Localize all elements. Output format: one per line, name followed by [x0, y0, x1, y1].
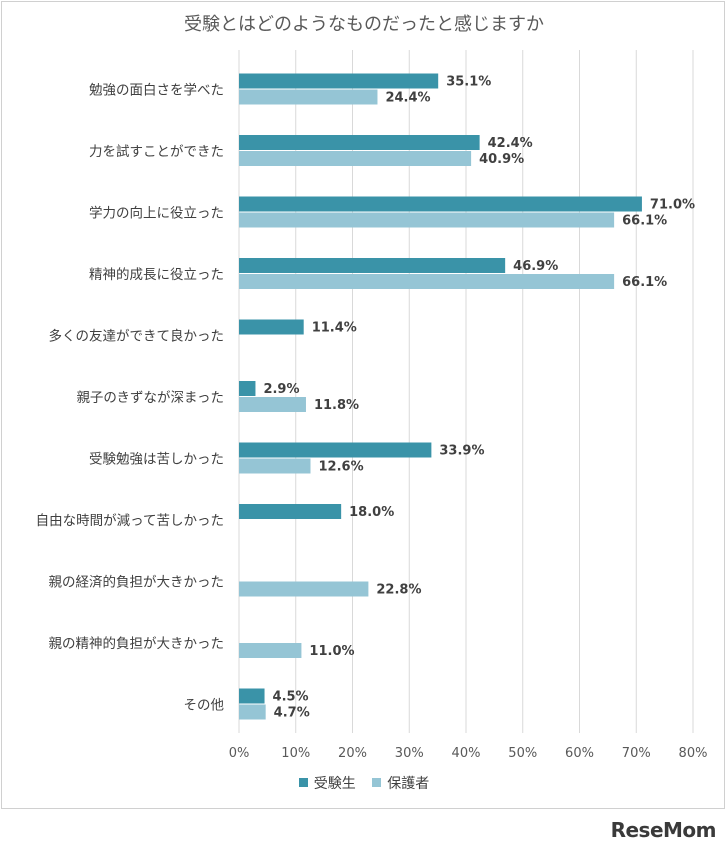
data-label: 4.7% [274, 706, 310, 721]
data-label: 22.8% [376, 583, 421, 598]
x-tick-label: 30% [395, 746, 424, 761]
bar-series-0 [239, 688, 265, 704]
bar-series-1 [239, 643, 302, 658]
bar-series-1 [239, 581, 369, 597]
data-label: 46.9% [513, 259, 558, 274]
bar-series-0 [239, 258, 506, 273]
data-label: 40.9% [479, 152, 524, 167]
data-label: 11.0% [309, 644, 354, 659]
category-label: 親子のきずなが深まった [76, 390, 224, 406]
data-label: 35.1% [446, 75, 491, 90]
x-tick-label: 0% [229, 746, 250, 761]
category-label: 精神的成長に役立った [89, 267, 224, 283]
data-label: 42.4% [488, 136, 533, 151]
bar-series-0 [239, 504, 342, 519]
legend-swatch-series-1 [372, 778, 382, 787]
x-tick-label: 10% [281, 746, 310, 761]
bar-series-0 [239, 442, 432, 458]
data-label: 66.1% [622, 214, 667, 229]
category-label: その他 [184, 698, 225, 714]
legend-label-series-0: 受験生 [313, 776, 356, 792]
legend-label-series-1: 保護者 [387, 776, 430, 792]
bar-series-1 [239, 151, 472, 166]
data-label: 66.1% [622, 275, 667, 290]
category-label: 勉強の面白さを学べた [89, 83, 224, 99]
x-tick-label: 80% [679, 746, 708, 761]
bar-series-1 [239, 212, 615, 228]
data-label: 33.9% [439, 444, 484, 459]
bar-series-0 [239, 196, 642, 212]
category-label: 力を試すことができた [89, 144, 224, 160]
legend-item-series-1: 保護者 [372, 773, 429, 793]
category-label: 受験勉強は苦しかった [89, 452, 224, 468]
resemom-logo: ReseMom [610, 818, 717, 842]
bar-series-0 [239, 135, 480, 150]
x-tick-label: 50% [508, 746, 537, 761]
category-label: 親の精神的負担が大きかった [49, 636, 225, 652]
data-label: 71.0% [650, 198, 695, 213]
data-label: 12.6% [319, 460, 364, 475]
data-label: 2.9% [263, 382, 299, 397]
bar-series-0 [239, 381, 256, 396]
category-label: 親の経済的負担が大きかった [49, 575, 225, 591]
bar-series-1 [239, 704, 266, 720]
category-label: 学力の向上に役立った [89, 206, 224, 222]
chart-title: 受験とはどのようなものだったと感じますか [184, 14, 544, 35]
legend-swatch-series-0 [298, 778, 308, 787]
data-label: 4.5% [273, 690, 309, 705]
data-label: 24.4% [385, 91, 430, 106]
bar-series-0 [239, 319, 304, 335]
x-tick-label: 40% [452, 746, 481, 761]
x-tick-label: 70% [622, 746, 651, 761]
data-label: 11.4% [312, 321, 357, 336]
category-label: 自由な時間が減って苦しかった [36, 512, 224, 529]
x-tick-label: 20% [338, 746, 367, 761]
category-label: 多くの友達ができて良かった [49, 328, 225, 345]
legend: 受験生 保護者 [0, 773, 728, 793]
bar-chart: 0% 10% 20% 30% 40% 50% 60% 70% 80% 勉強の面白さを学べた 35.1… [36, 50, 708, 761]
legend-item-series-0: 受験生 [298, 773, 356, 793]
bar-series-1 [239, 397, 306, 412]
data-label: 18.0% [349, 505, 394, 520]
bar-series-0 [239, 73, 439, 89]
x-tick-label: 60% [565, 746, 594, 761]
data-label: 11.8% [314, 398, 359, 413]
bar-series-1 [239, 89, 378, 105]
bar-series-1 [239, 274, 615, 289]
bar-series-1 [239, 458, 311, 474]
